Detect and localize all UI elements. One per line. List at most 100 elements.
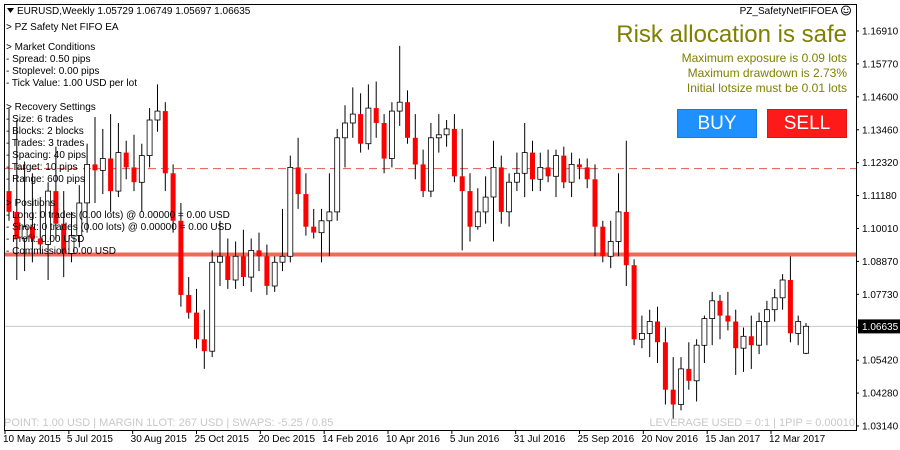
candle-body-bear [373, 108, 379, 123]
candle-body-bear [662, 342, 668, 390]
candle [240, 229, 246, 286]
candle [662, 327, 668, 405]
candle [271, 256, 278, 292]
candle-body-bear [467, 191, 473, 227]
info-line: - Target: 10 pips [6, 162, 78, 173]
candle-body-bull [639, 332, 645, 340]
candle-body-bear [178, 220, 184, 295]
sell-button[interactable]: SELL [767, 109, 847, 138]
candle-body-bear [420, 164, 426, 192]
info-line: - Long: 0 trades (0.00 lots) @ 0.00000 =… [6, 210, 230, 221]
candle-body-bull [435, 134, 442, 139]
candle-body-bull [154, 110, 161, 121]
risk-panel: Risk allocation is safe Maximum exposure… [616, 21, 847, 95]
candle [358, 93, 364, 153]
candle-body-bull [521, 152, 528, 174]
candle [178, 203, 184, 307]
time-tick-label: 12 Mar 2017 [769, 434, 826, 445]
candle-body-bear [584, 167, 590, 180]
candle [779, 274, 786, 310]
candle [138, 143, 145, 212]
candle [514, 152, 520, 192]
candle [592, 164, 598, 257]
candle-body-bull [76, 202, 83, 236]
candle-body-bull [795, 321, 802, 334]
chevron-down-icon[interactable] [7, 8, 14, 13]
current-price-background [858, 319, 900, 334]
candle-body-bull [709, 300, 716, 319]
candle [623, 140, 629, 286]
risk-headline: Risk allocation is safe [616, 21, 847, 48]
price-tick-label: 1.14600 [862, 92, 899, 103]
info-line: - Size: 6 trades [6, 114, 73, 125]
candle [45, 182, 51, 280]
candle-body-bear [53, 191, 59, 224]
candle-body-bear [92, 164, 98, 171]
info-line: > Market Conditions [6, 42, 95, 53]
candle [342, 105, 348, 168]
candle [412, 114, 418, 180]
candle [670, 357, 676, 420]
info-line: - Spread: 0.50 pips [6, 54, 91, 65]
candle-body-bull [646, 321, 653, 334]
candle-body-bull [443, 128, 450, 136]
price-tick-label: 1.12320 [862, 158, 899, 169]
candle-body-bull [388, 110, 395, 159]
candle [607, 220, 614, 269]
candle [201, 309, 207, 369]
candle [108, 114, 114, 212]
candle-body-bear [405, 102, 410, 138]
candle [420, 149, 426, 198]
candle-body-bear [264, 256, 270, 286]
candle [131, 134, 137, 192]
buy-button[interactable]: BUY [677, 109, 757, 138]
candle [748, 315, 754, 369]
candle [396, 45, 403, 126]
candle-body-bear [61, 223, 67, 254]
candle [733, 309, 739, 375]
candle [115, 123, 122, 198]
candle [194, 288, 199, 349]
candle [225, 238, 231, 289]
price-tick-label: 1.03140 [862, 422, 899, 433]
candle-body-bear [725, 315, 731, 322]
candle [232, 241, 239, 289]
candle-body-bull [271, 261, 278, 287]
candle-body-bull [318, 220, 325, 234]
price-tick-label: 1.05420 [862, 356, 899, 367]
candle-body-bear [748, 336, 754, 346]
footer-left: POINT: 1.00 USD | MARGIN 1LOT: 267 USD |… [4, 417, 333, 429]
candle [170, 164, 176, 233]
candle-body-bear [717, 300, 723, 316]
candle-body-bull [514, 172, 520, 183]
candle [646, 309, 653, 358]
candle-body-bull [146, 119, 153, 156]
candle-body-bear [631, 265, 637, 340]
candle [326, 173, 333, 257]
info-line: - Blocks: 2 blocks [6, 126, 84, 137]
candle [264, 244, 270, 295]
candle [561, 146, 567, 189]
smiley-icon[interactable] [841, 5, 851, 16]
candle [68, 211, 75, 263]
candle [568, 152, 575, 198]
candle [21, 161, 28, 272]
candle [553, 149, 559, 198]
candle-body-bull [138, 155, 145, 183]
chart-frame [4, 4, 857, 431]
candle-body-bear [655, 321, 660, 343]
candle [655, 306, 660, 363]
candle [631, 259, 637, 346]
time-tick-label: 20 Dec 2015 [258, 434, 315, 445]
candle [334, 128, 341, 221]
candle [474, 188, 481, 230]
time-tick-label: 10 May 2015 [3, 434, 61, 445]
candle-body-bull [740, 335, 747, 349]
candle [14, 120, 20, 280]
candle-body-bear [600, 226, 606, 257]
candle [521, 123, 528, 198]
candle [490, 140, 497, 242]
candle [530, 140, 535, 192]
price-tick-label: 1.13460 [862, 125, 899, 136]
